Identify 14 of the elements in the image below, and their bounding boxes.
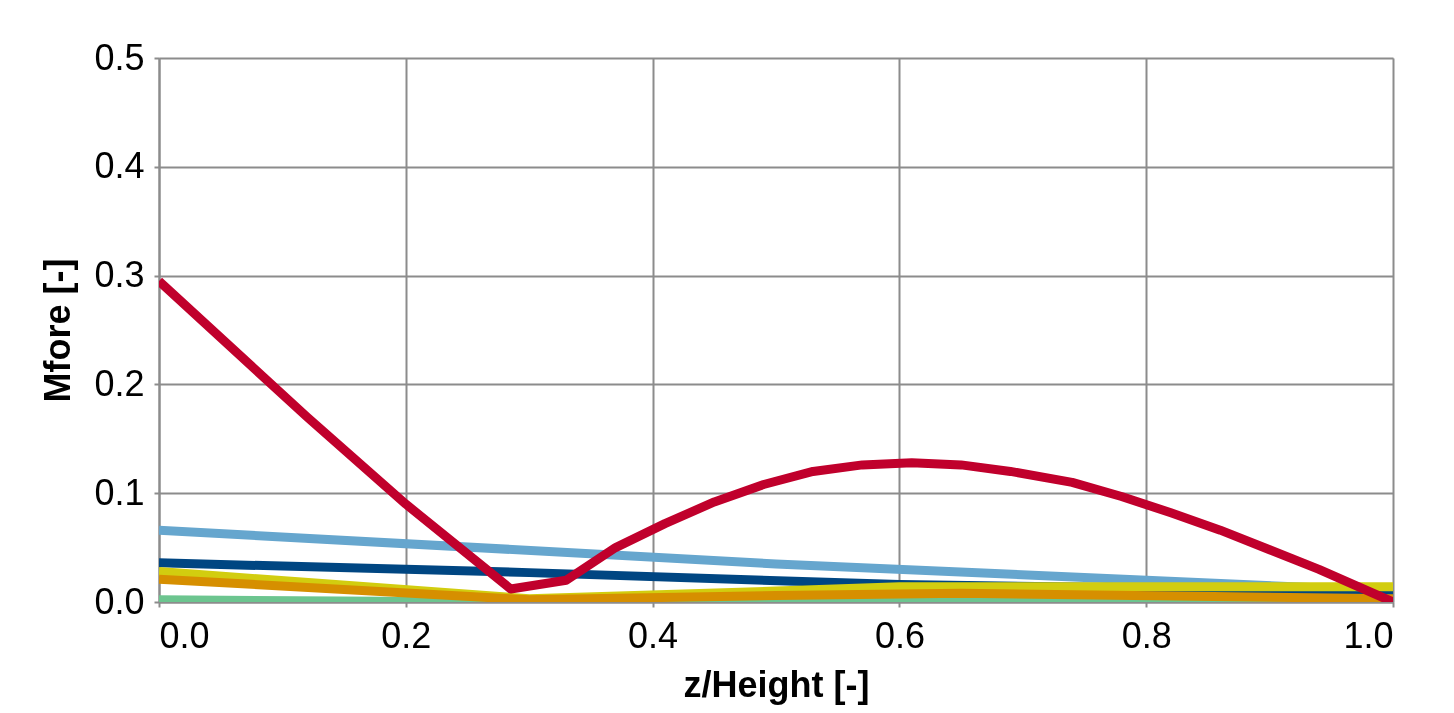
y-axis-title: Mfore [-] bbox=[37, 258, 79, 403]
y-tick-label: 0.2 bbox=[94, 362, 145, 404]
y-tick-label: 0.4 bbox=[94, 145, 145, 187]
y-tick-label: 0.0 bbox=[94, 580, 145, 622]
y-tick-label: 0.3 bbox=[94, 254, 145, 296]
y-tick-label: 0.1 bbox=[94, 471, 145, 513]
x-tick-label: 1.0 bbox=[1343, 614, 1394, 656]
x-tick-label: 0.6 bbox=[874, 614, 925, 656]
x-axis-title: z/Height [-] bbox=[683, 663, 870, 705]
x-tick-label: 0.4 bbox=[628, 614, 679, 656]
x-tick-label: 0.0 bbox=[159, 614, 210, 656]
x-tick-label: 0.2 bbox=[381, 614, 432, 656]
x-tick-label: 0.8 bbox=[1121, 614, 1172, 656]
y-tick-label: 0.5 bbox=[94, 36, 145, 78]
